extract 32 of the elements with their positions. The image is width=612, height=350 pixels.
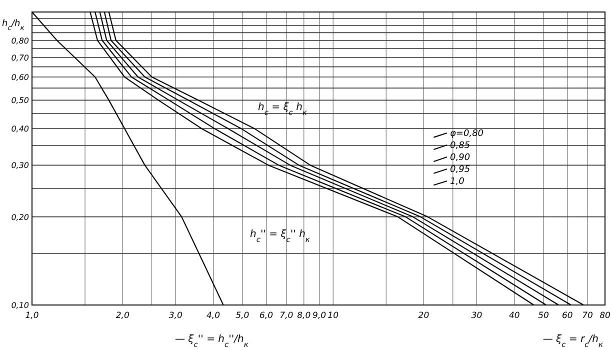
x-tick-label: 3,0 [168, 311, 182, 321]
x-tick-label: 40 [508, 311, 520, 321]
legend-label: 0,90 [450, 153, 470, 163]
x-tick-label: 50 [538, 311, 549, 321]
x-tick-label: 8,0 [297, 311, 311, 321]
x-tick-label: 9,0 [312, 311, 326, 321]
y-tick-label: 0,20 [11, 212, 29, 222]
annotation: h$_{c}$'' = ξ$_{c}$'' h$_{к}$ [250, 229, 310, 244]
x-tick-label: 20 [418, 311, 430, 321]
x-tick-label: 30 [471, 311, 482, 321]
y-tick-label: 0,30 [11, 161, 29, 170]
y-tick-label: 0,80 [11, 36, 29, 46]
x-tick-label: 7,0 [280, 311, 294, 321]
x-axis-title: — ξ$_{c}$'' = h$_{c}$''/h$_{к}$ [175, 334, 249, 348]
x-tick-label: 70 [582, 311, 593, 321]
x-tick-label: 10 [328, 311, 339, 321]
y-axis-title: h$_{c}$/h$_{к}$ [2, 19, 26, 32]
x-tick-label: 1,0 [25, 311, 39, 321]
y-tick-label: 0,70 [11, 53, 29, 62]
x-tick-label: 80 [600, 311, 610, 321]
x-tick-label: 6,0 [260, 311, 274, 321]
text: — ξ$_{c}$ = r$_{c}$/h$_{к}$ [542, 334, 604, 348]
y-tick-label: 0,40 [11, 124, 29, 134]
legend-label: 0,95 [450, 165, 470, 175]
x-tick-label: 4,0 [206, 311, 220, 321]
x-tick-label: 60 [562, 311, 573, 321]
y-tick-label: 0,50 [11, 96, 29, 106]
y-tick-label: 0,10 [11, 301, 29, 310]
y-tick-label: 0,60 [11, 73, 29, 82]
x-tick-label: 2,0 [116, 311, 130, 321]
legend-label: 1,0 [450, 177, 465, 187]
x-tick-label: 5,0 [236, 311, 250, 321]
